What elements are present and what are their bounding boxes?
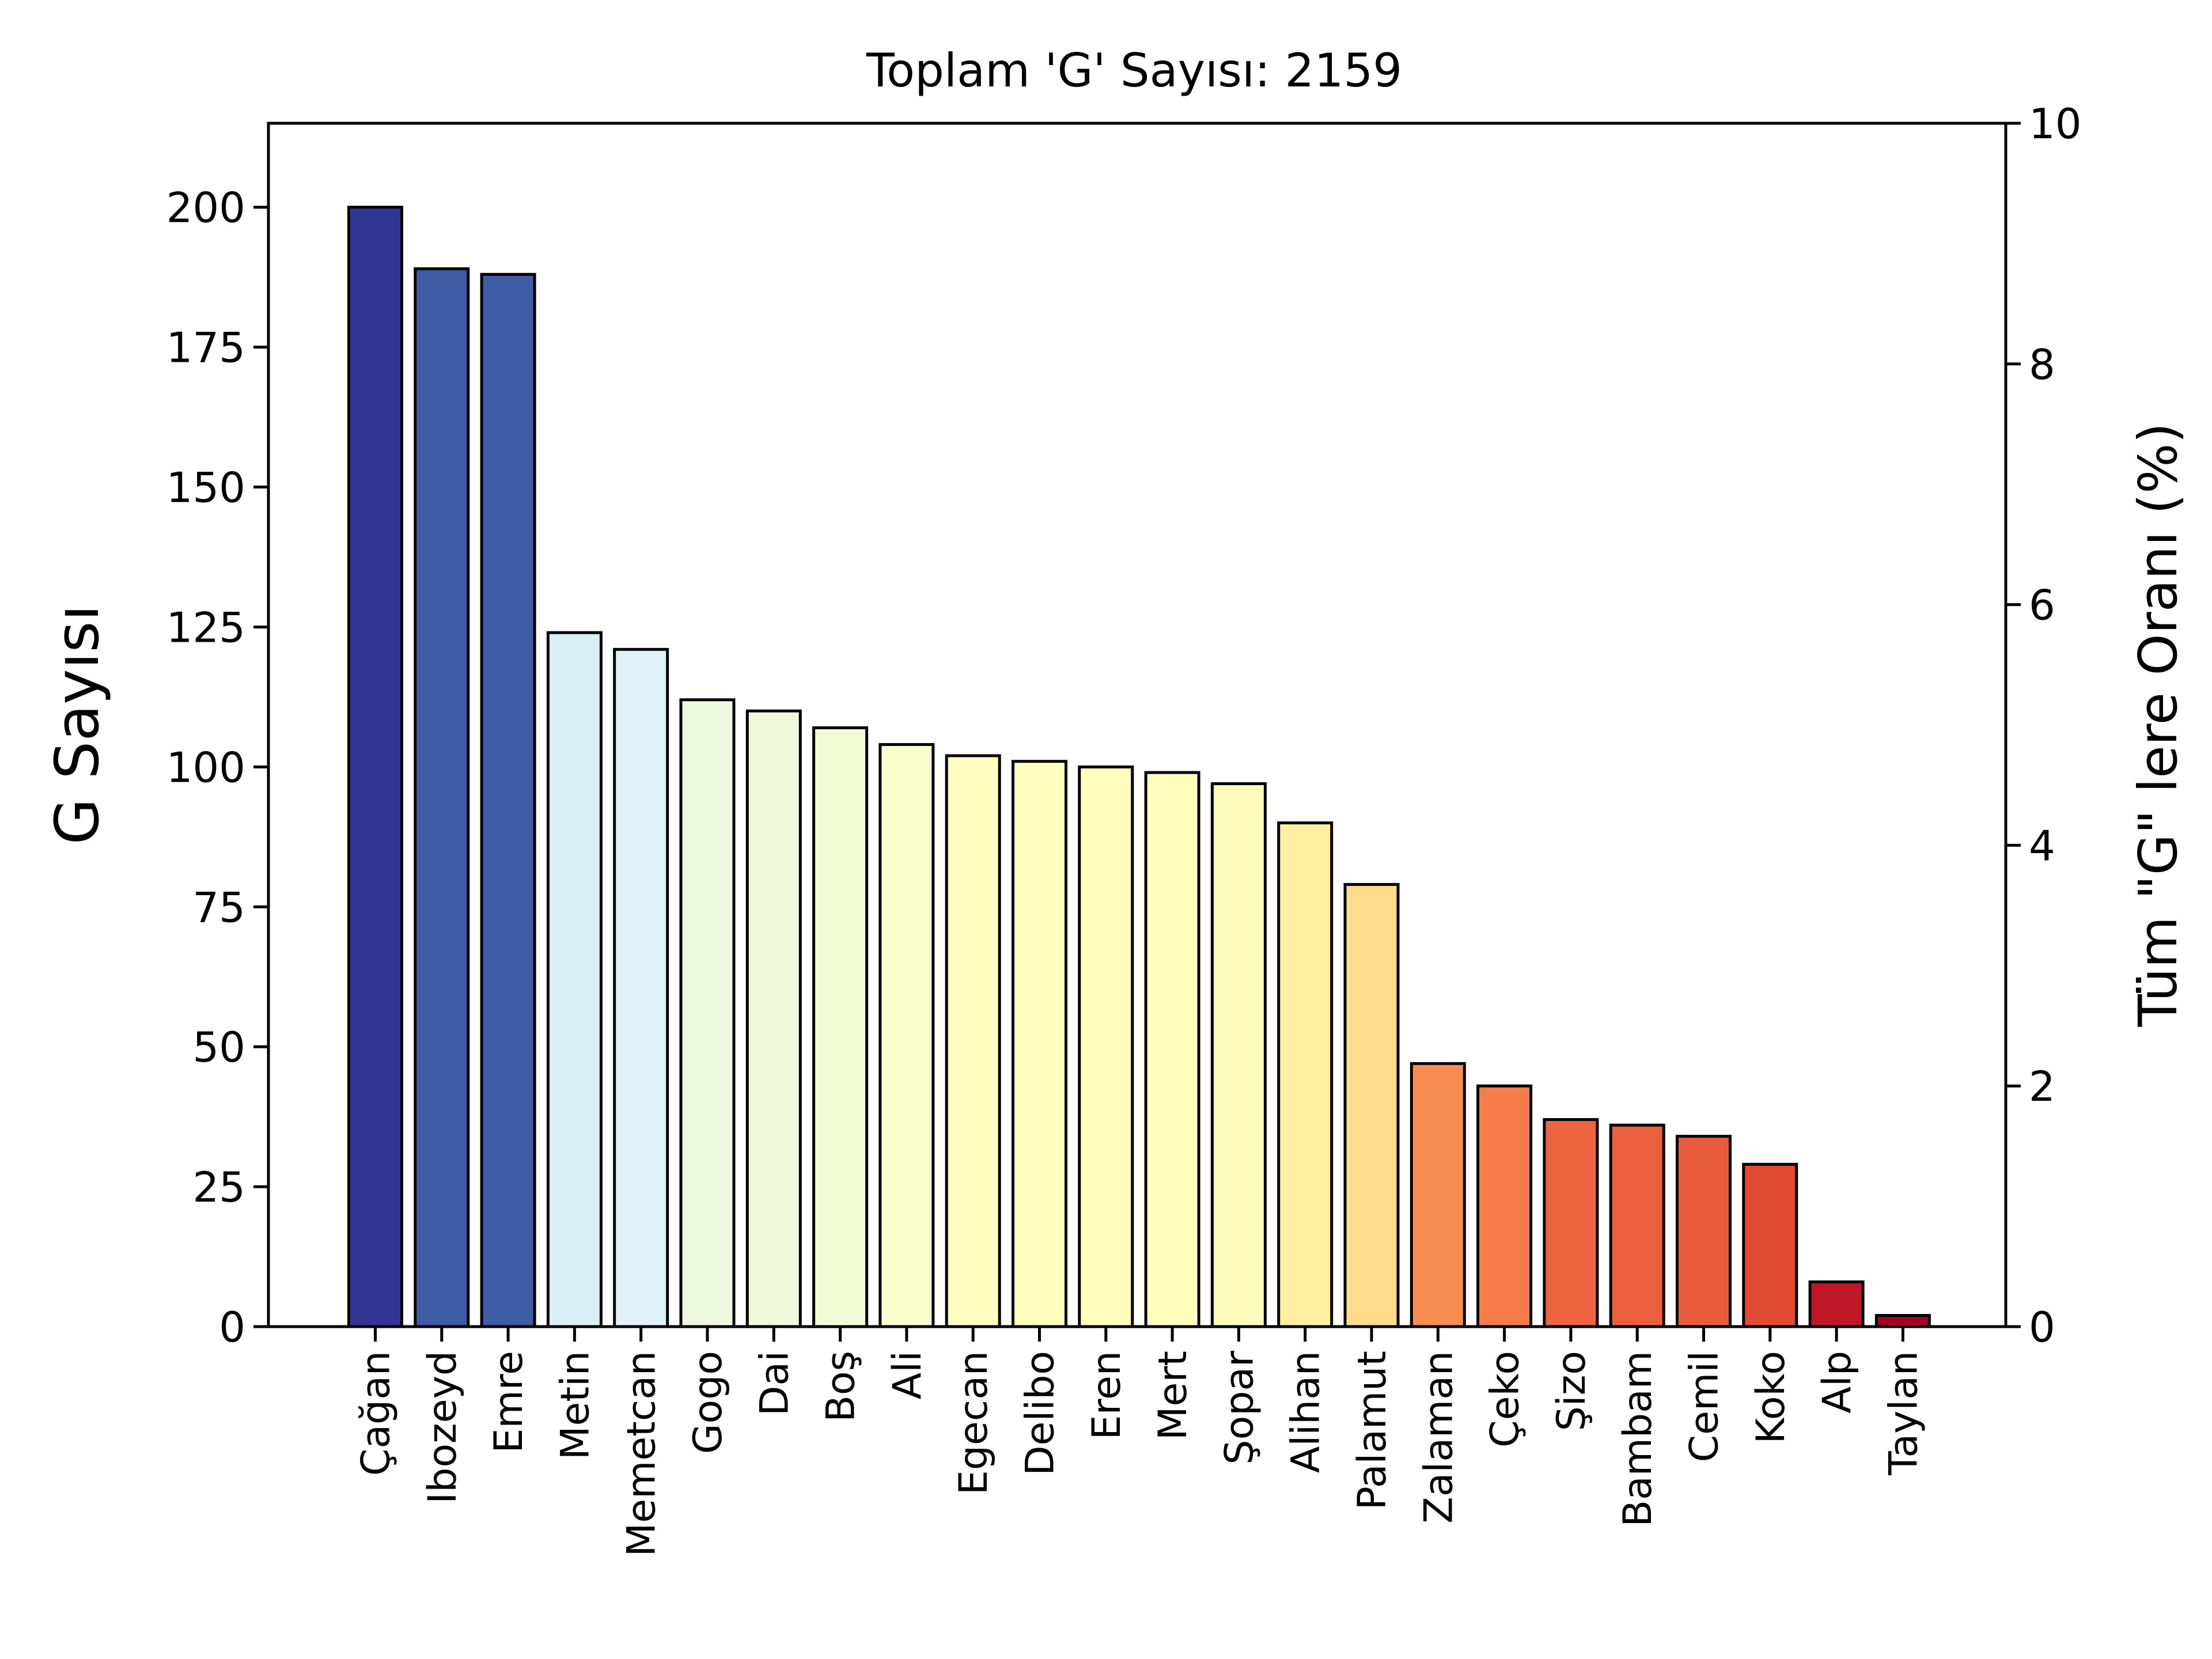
x-tick-label-20: Cemil: [1682, 1351, 1728, 1462]
y-tick-label-7: 175: [166, 324, 245, 372]
x-tick-label-19: Bambam: [1615, 1351, 1661, 1527]
bar-0: [347, 206, 403, 1328]
plot-area-frame: [267, 122, 2008, 1328]
right-y-tick-label-1: 2: [2029, 1062, 2055, 1111]
x-tick-label-0: Çağan: [354, 1351, 399, 1476]
y-tick-label-1: 25: [192, 1163, 245, 1211]
bar-11: [1078, 765, 1134, 1328]
chart-title: Toplam 'G' Sayısı: 2159: [866, 44, 1402, 97]
left-y-axis: 0 25 50 75 100 125 150 175 200: [166, 184, 268, 1351]
x-tick-label-8: Ali: [885, 1351, 930, 1399]
x-tick-label-12: Mert: [1150, 1351, 1196, 1440]
bar-19: [1609, 1123, 1665, 1328]
right-y-tick-label-3: 6: [2029, 581, 2055, 630]
x-tick-label-1: Ibozeyd: [420, 1351, 465, 1504]
y-tick-label-6: 150: [166, 464, 245, 512]
y-tick-label-3: 75: [192, 883, 245, 931]
bar-16: [1410, 1062, 1466, 1328]
bar-4: [613, 647, 669, 1328]
x-tick-label-10: Delibo: [1018, 1351, 1063, 1476]
bar-10: [1012, 760, 1067, 1328]
bar-13: [1210, 782, 1267, 1328]
x-tick-label-3: Metin: [552, 1351, 598, 1460]
x-tick-label-16: Zalaman: [1416, 1351, 1461, 1524]
right-y-axis: 0 2 4 6 8 10: [2006, 100, 2082, 1351]
bar-23: [1874, 1314, 1931, 1328]
bar-8: [878, 743, 935, 1328]
y-tick-label-8: 200: [166, 184, 245, 232]
x-tick-label-13: Şopar: [1217, 1351, 1262, 1465]
x-tick-label-11: Eren: [1084, 1351, 1130, 1440]
x-tick-label-15: Palamut: [1350, 1351, 1395, 1510]
x-tick-label-6: Dai: [752, 1351, 797, 1416]
bar-12: [1144, 771, 1200, 1328]
bars-group: [347, 206, 1931, 1328]
x-tick-label-23: Taylan: [1881, 1351, 1926, 1476]
bar-18: [1543, 1118, 1599, 1328]
bar-6: [745, 709, 802, 1328]
bar-1: [414, 267, 470, 1328]
bar-15: [1343, 882, 1400, 1328]
x-tick-label-4: Memetcan: [619, 1351, 665, 1556]
bar-21: [1742, 1162, 1798, 1328]
bar-2: [480, 272, 536, 1328]
x-tick-label-5: Gogo: [685, 1351, 731, 1454]
bar-20: [1676, 1135, 1732, 1328]
y-tick-label-5: 125: [166, 603, 245, 652]
x-tick-label-17: Çeko: [1483, 1351, 1528, 1448]
bar-17: [1476, 1084, 1533, 1328]
bar-7: [812, 726, 869, 1328]
bar-3: [546, 631, 603, 1328]
bar-9: [945, 754, 1001, 1328]
right-y-axis-label: Tüm "G" lere Oranı (%): [2127, 423, 2189, 1028]
x-tick-label-18: Şizo: [1549, 1351, 1594, 1431]
x-tick-label-7: Boş: [819, 1351, 864, 1422]
x-axis: Çağan Ibozeyd Emre Metin Memetcan Gogo Dai Boş A…: [354, 1327, 1926, 1556]
bar-14: [1277, 821, 1334, 1328]
y-tick-label-4: 100: [166, 743, 245, 791]
y-tick-label-0: 0: [219, 1303, 245, 1351]
right-y-tick-label-2: 4: [2029, 821, 2055, 870]
y-axis-label: G Sayısı: [42, 605, 112, 845]
y-tick-label-2: 50: [192, 1023, 245, 1071]
bar-22: [1808, 1280, 1865, 1328]
x-tick-label-9: Egecan: [951, 1351, 997, 1495]
right-y-tick-label-5: 10: [2029, 100, 2082, 148]
x-tick-label-21: Koko: [1748, 1351, 1794, 1444]
right-y-tick-label-4: 8: [2029, 340, 2055, 389]
x-tick-label-2: Emre: [486, 1351, 532, 1453]
bar-5: [679, 698, 736, 1328]
right-y-tick-label-0: 0: [2029, 1303, 2055, 1351]
x-tick-label-14: Alihan: [1283, 1351, 1329, 1473]
x-tick-label-22: Alp: [1815, 1351, 1860, 1414]
